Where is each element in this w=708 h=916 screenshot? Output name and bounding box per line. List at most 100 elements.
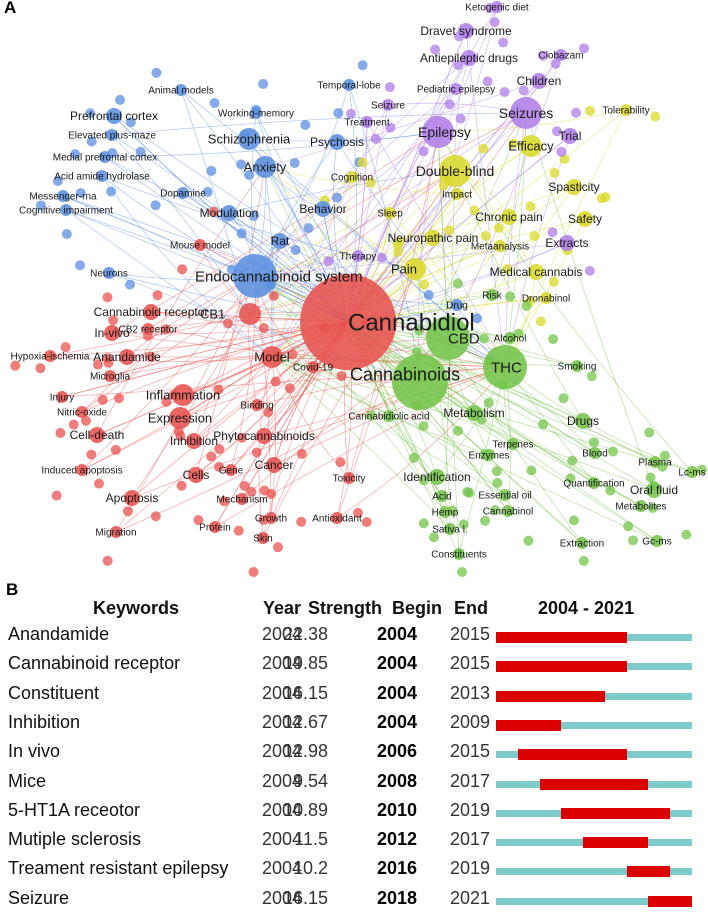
year-cell: 2004 <box>262 624 303 644</box>
network-edge <box>256 366 506 406</box>
strength-cell: 10.2 <box>292 858 328 879</box>
network-satellite-node <box>61 228 72 239</box>
node-label-spasticity: Spasticity <box>548 180 599 194</box>
network-satellite-node <box>161 396 172 407</box>
begin-cell: 2008 <box>377 770 418 791</box>
year-cell: 2004 <box>262 829 303 850</box>
network-satellite-node <box>152 290 163 301</box>
network-satellite-node <box>489 17 500 28</box>
network-edge <box>254 275 506 496</box>
network-satellite-node <box>102 555 113 566</box>
network-satellite-node <box>565 473 576 484</box>
node-label-metabolism: Metabolism <box>443 406 504 420</box>
network-satellite-node <box>287 349 298 360</box>
node-cannabinoidreceptor <box>143 304 159 320</box>
network-satellite-node <box>335 457 346 468</box>
node-label-clobazam: Clobazam <box>538 51 583 62</box>
node-tolerability <box>620 104 632 116</box>
timeline-track <box>496 690 692 702</box>
begin-cell: 2006 <box>377 741 418 762</box>
node-label-cannabinol: Cannabinol <box>483 507 534 518</box>
network-edge <box>366 121 506 368</box>
node-label-behavior: Behavior <box>299 202 346 216</box>
node-identification <box>429 469 445 485</box>
begin-cell: 2018 <box>377 887 418 908</box>
node-elevated <box>106 129 118 141</box>
node-drug <box>451 299 463 311</box>
keyword-cell: In vivo <box>8 741 61 762</box>
burst-bar <box>583 837 649 849</box>
node-label-metaanalysis: Metaanalysis <box>471 242 529 253</box>
node-model <box>261 346 283 368</box>
network-satellite-node <box>346 108 357 119</box>
network-satellite-node <box>556 146 567 157</box>
network-satellite-node <box>246 486 257 497</box>
network-satellite-node <box>659 450 670 461</box>
network-satellite-node <box>236 432 247 443</box>
node-gcms <box>651 535 663 547</box>
node-label-alcohol: Alcohol <box>494 334 527 345</box>
network-satellite-node <box>52 176 63 187</box>
node-label-cannabinoidreceptor: Cannabinoid receptor <box>94 305 209 319</box>
network-satellite-node <box>525 201 536 212</box>
network-satellite-node <box>529 231 540 242</box>
network-edge <box>195 166 266 476</box>
network-satellite-node <box>498 37 509 48</box>
node-dravet <box>458 23 474 39</box>
node-medialpfc <box>99 151 111 163</box>
network-satellite-node <box>150 511 161 522</box>
header-year: Year <box>263 598 302 618</box>
network-satellite-node <box>428 532 439 543</box>
network-satellite-node <box>492 477 503 488</box>
burst-bar <box>539 778 649 790</box>
network-satellite-node <box>579 43 590 54</box>
begin-cell: 2004 <box>377 711 418 732</box>
network-edge <box>264 166 274 358</box>
node-acidamide <box>96 170 108 182</box>
begin-cell: 2004 <box>377 682 418 703</box>
node-label-therapy: Therapy <box>340 252 377 263</box>
node-label-risk: Risk <box>482 291 502 302</box>
network-satellite-node <box>504 291 515 302</box>
end-cell: 2015 <box>450 741 491 762</box>
node-cognition <box>346 171 358 183</box>
network-satellite-node <box>418 518 429 529</box>
begin-cell: 2010 <box>377 799 418 820</box>
node-label-efficacy: Efficacy <box>508 139 554 154</box>
burst-row: Mutiple sclerosis 2004 11.5 2012 2017 <box>0 829 708 857</box>
network-edge <box>96 166 266 436</box>
node-label-rat: Rat <box>271 234 290 248</box>
node-prefrontal <box>106 108 122 124</box>
node-celldeath <box>89 427 105 443</box>
node-label-quantification: Quantification <box>563 479 624 490</box>
node-label-acidamide: Acid amide hydrolase <box>54 172 150 183</box>
year-cell: 2004 <box>262 887 303 908</box>
network-satellite-node <box>332 192 343 203</box>
network-edge <box>254 216 510 277</box>
node-sativa <box>444 523 456 535</box>
network-satellite-node <box>365 177 376 188</box>
network-satellite-node <box>123 506 134 517</box>
network-satellite-node <box>357 157 368 168</box>
network-satellite-node <box>535 316 546 327</box>
node-label-phyto: Phytocannabinoids <box>213 429 314 443</box>
network-edge <box>336 131 439 519</box>
network-edge <box>131 366 506 499</box>
header-end: End <box>454 598 488 618</box>
node-cannabidiol <box>300 274 396 370</box>
network-edge <box>336 366 506 519</box>
node-label-schizophrenia: Schizophrenia <box>208 132 291 147</box>
network-satellite-node <box>376 252 387 263</box>
node-label-drugs: Drugs <box>567 414 599 428</box>
node-growth <box>265 512 277 524</box>
node-rat <box>272 233 288 249</box>
network-edge <box>347 321 642 507</box>
node-inhibition <box>186 433 202 449</box>
timeline-track <box>496 778 692 790</box>
network-satellite-node <box>430 44 441 55</box>
panel-b-label: B <box>6 580 19 599</box>
node-label-cbd: CBD <box>448 330 480 347</box>
node-neuropathic <box>425 230 441 246</box>
node-label-medicalcannabis: Medical cannabis <box>490 265 583 279</box>
network-satellite-node <box>586 371 597 382</box>
